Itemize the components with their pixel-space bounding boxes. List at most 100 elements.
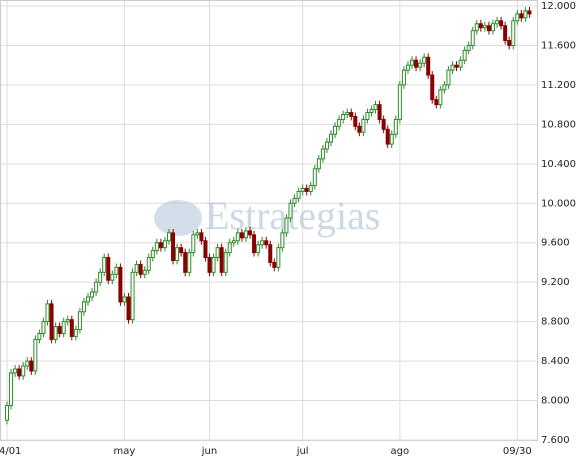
candle-body xyxy=(110,273,115,281)
candle-body xyxy=(426,56,431,76)
candle-body xyxy=(369,109,374,114)
candle-body xyxy=(106,257,111,281)
candle-body xyxy=(357,125,362,133)
y-tick-label: 11.600 xyxy=(541,40,576,51)
candle-body xyxy=(158,242,163,249)
candle-body xyxy=(527,10,532,15)
candle-body xyxy=(474,23,479,32)
x-tick-label: jun xyxy=(201,446,217,457)
candle-body xyxy=(256,244,261,254)
candle-body xyxy=(130,271,135,321)
x-tick-label: ago xyxy=(391,446,410,457)
candle-body xyxy=(486,25,491,32)
candle-body xyxy=(292,197,297,204)
candle-body xyxy=(142,269,147,275)
candle-body xyxy=(288,202,293,219)
x-tick-label: 04/01 xyxy=(0,446,21,457)
y-tick-label: 10.000 xyxy=(541,198,576,209)
candle-body xyxy=(523,10,528,19)
candle-body xyxy=(195,232,200,236)
candle-body xyxy=(264,240,269,246)
y-tick-label: 9.600 xyxy=(541,238,570,249)
candle-body xyxy=(179,247,184,254)
candle-body xyxy=(45,303,50,323)
candle-body xyxy=(9,372,14,406)
candle-body xyxy=(13,368,18,374)
candle-body xyxy=(29,360,34,372)
candle-body xyxy=(462,49,467,61)
x-tick-label: 09/30 xyxy=(503,446,532,457)
candle-body xyxy=(114,266,119,275)
candle-body xyxy=(353,115,358,127)
candle-body xyxy=(235,232,240,242)
candle-body xyxy=(187,252,192,273)
candle-body xyxy=(81,301,86,313)
candle-body xyxy=(122,296,127,303)
candle-body xyxy=(102,257,107,273)
candle-body xyxy=(482,25,487,29)
candle-body xyxy=(134,263,139,273)
candle-body xyxy=(21,365,26,377)
candle-body xyxy=(365,112,370,120)
candle-body xyxy=(98,271,103,283)
candle-body xyxy=(434,99,439,106)
y-tick-label: 8.000 xyxy=(541,396,570,407)
candle-body xyxy=(65,319,70,323)
candle-body xyxy=(175,247,180,261)
y-tick-label: 9.200 xyxy=(541,277,570,288)
candle-body xyxy=(239,232,244,239)
candle-body xyxy=(341,114,346,120)
candle-body xyxy=(53,326,58,340)
candle-body xyxy=(296,190,301,199)
candle-body xyxy=(223,252,228,273)
candle-body xyxy=(316,158,321,170)
candle-body xyxy=(312,168,317,187)
candle-body xyxy=(507,40,512,46)
candle-body xyxy=(211,257,216,273)
candle-body xyxy=(333,125,338,135)
watermark-logo xyxy=(154,200,202,236)
candle-body xyxy=(410,59,414,66)
y-tick-label: 8.800 xyxy=(541,317,570,328)
candle-body xyxy=(138,263,143,275)
candle-body xyxy=(300,187,305,192)
candle-body xyxy=(219,247,224,273)
candle-body xyxy=(389,133,394,145)
y-tick-label: 8.400 xyxy=(541,356,570,367)
candle-body xyxy=(69,319,74,337)
candle-body xyxy=(272,261,277,268)
candle-body xyxy=(503,25,508,42)
candle-body xyxy=(458,59,463,68)
candle-body xyxy=(385,128,390,145)
candle-body xyxy=(446,69,451,86)
candle-body xyxy=(90,291,95,298)
candle-body xyxy=(442,84,447,91)
candle-body xyxy=(248,230,252,236)
candle-body xyxy=(171,232,176,261)
candle-body xyxy=(438,89,443,106)
candle-body xyxy=(191,234,196,254)
candle-body xyxy=(17,368,22,377)
candle-body xyxy=(150,250,155,259)
candle-body xyxy=(25,360,30,367)
candle-body xyxy=(167,232,171,242)
candle-body xyxy=(345,112,350,116)
candle-body xyxy=(361,118,366,133)
candle-body xyxy=(146,257,151,271)
candle-body xyxy=(77,311,82,331)
candle-body xyxy=(349,112,354,117)
candle-body xyxy=(414,59,419,68)
y-tick-label: 7.600 xyxy=(541,435,570,446)
candle-body xyxy=(491,23,495,32)
candle-body xyxy=(61,321,66,334)
candle-body xyxy=(329,133,333,143)
y-tick-label: 10.400 xyxy=(541,159,576,170)
candle-body xyxy=(450,64,455,71)
candle-body xyxy=(252,234,257,254)
candle-body xyxy=(94,281,99,293)
candle-body xyxy=(49,303,54,340)
candle-body xyxy=(183,252,188,273)
candle-body xyxy=(243,230,248,239)
candle-body xyxy=(260,240,265,246)
candle-body xyxy=(57,326,62,334)
